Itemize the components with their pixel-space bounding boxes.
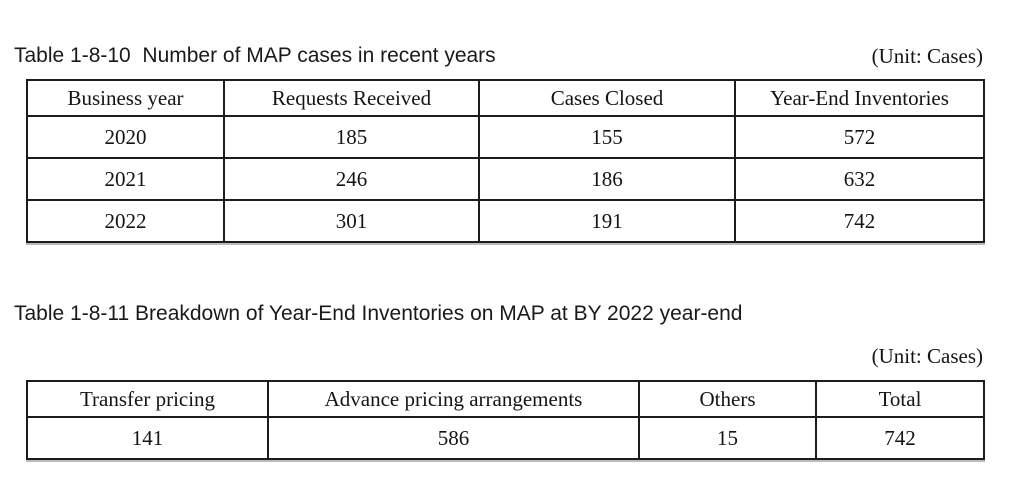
- table-header-row: Business year Requests Received Cases Cl…: [26, 79, 985, 117]
- cell-advance-pricing-arrangements: 586: [267, 416, 640, 460]
- cell-year: 2020: [26, 115, 225, 159]
- inventories-breakdown-table: Transfer pricing Advance pricing arrange…: [26, 380, 985, 460]
- table1-unit-label: (Unit: Cases): [871, 44, 983, 68]
- cell-transfer-pricing: 141: [26, 416, 269, 460]
- table-row-2021: 2021 246 186 632: [26, 157, 985, 201]
- cell-total: 742: [815, 416, 985, 460]
- column-header-others: Others: [638, 380, 817, 418]
- cell-cases-closed: 191: [478, 199, 736, 243]
- table-row-2020: 2020 185 155 572: [26, 115, 985, 159]
- map-cases-table: Business year Requests Received Cases Cl…: [26, 79, 985, 243]
- table2-unit-label: (Unit: Cases): [871, 344, 983, 368]
- cell-year: 2021: [26, 157, 225, 201]
- column-header-cases-closed: Cases Closed: [478, 79, 736, 117]
- table2-title: Table 1-8-11 Breakdown of Year-End Inven…: [14, 302, 743, 325]
- cell-requests-received: 301: [223, 199, 480, 243]
- cell-requests-received: 246: [223, 157, 480, 201]
- cell-others: 15: [638, 416, 817, 460]
- table-row-breakdown: 141 586 15 742: [26, 416, 985, 460]
- cell-requests-received: 185: [223, 115, 480, 159]
- cell-cases-closed: 155: [478, 115, 736, 159]
- column-header-transfer-pricing: Transfer pricing: [26, 380, 269, 418]
- cell-year-end-inventories: 572: [734, 115, 985, 159]
- table-row-2022: 2022 301 191 742: [26, 199, 985, 243]
- table-header-row: Transfer pricing Advance pricing arrange…: [26, 380, 985, 418]
- column-header-year-end-inventories: Year-End Inventories: [734, 79, 985, 117]
- column-header-advance-pricing-arrangements: Advance pricing arrangements: [267, 380, 640, 418]
- cell-year: 2022: [26, 199, 225, 243]
- cell-cases-closed: 186: [478, 157, 736, 201]
- table1-title: Table 1-8-10 Number of MAP cases in rece…: [14, 44, 496, 67]
- column-header-requests-received: Requests Received: [223, 79, 480, 117]
- cell-year-end-inventories: 632: [734, 157, 985, 201]
- column-header-total: Total: [815, 380, 985, 418]
- column-header-business-year: Business year: [26, 79, 225, 117]
- cell-year-end-inventories: 742: [734, 199, 985, 243]
